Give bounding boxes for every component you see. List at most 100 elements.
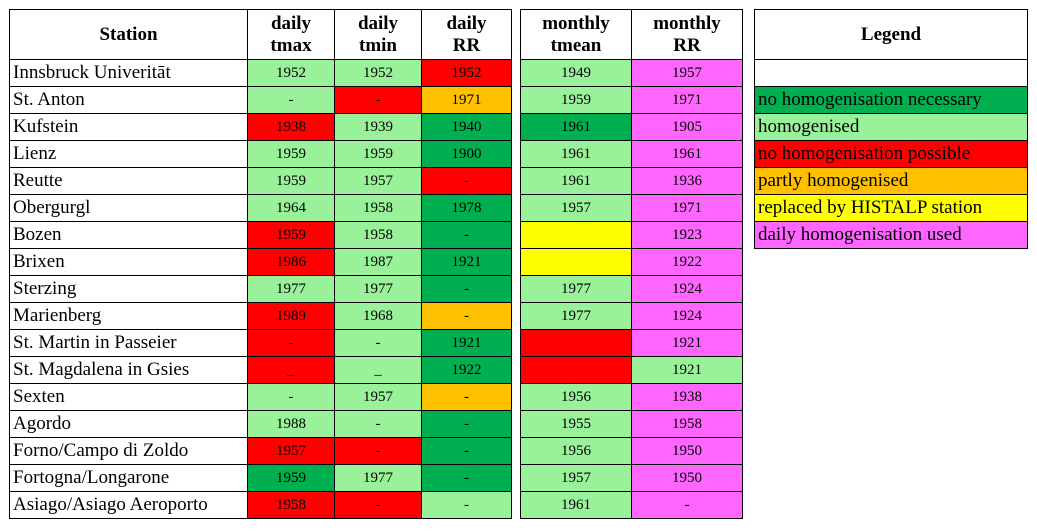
- daily-rr-cell: -: [421, 221, 512, 249]
- header-monthly-rr: monthly RR: [631, 9, 743, 60]
- table-row: 1949 1957: [520, 59, 743, 87]
- daily-tmin-cell: 1958: [334, 194, 422, 222]
- daily-tmin-cell: 1968: [334, 302, 422, 330]
- table-row: 1977 1924: [520, 302, 743, 330]
- daily-tmin-cell: -: [334, 86, 422, 114]
- legend-item: replaced by HISTALP station: [754, 194, 1028, 222]
- legend-table: Legend no homogenisation necessary homoge…: [754, 9, 1028, 249]
- station-name: Brixen: [9, 248, 248, 276]
- table-row: Asiago/Asiago Aeroporto 1958- -: [9, 491, 512, 519]
- legend-item: daily homogenisation used: [754, 221, 1028, 249]
- monthly-tmean-cell: 1959: [520, 86, 632, 114]
- table-row: 1961-: [520, 491, 743, 519]
- table-row: 1956 1938: [520, 383, 743, 411]
- daily-tmax-cell: -: [247, 383, 335, 411]
- table-row: Kufstein 1938 1939 1940: [9, 113, 512, 141]
- monthly-rr-cell: 1938: [631, 383, 743, 411]
- station-name: Sexten: [9, 383, 248, 411]
- monthly-tmean-cell: 1961: [520, 167, 632, 195]
- legend-item: homogenised: [754, 113, 1028, 141]
- daily-tmin-cell: 1958: [334, 221, 422, 249]
- header-line-1: daily: [357, 12, 399, 34]
- table-row: Sterzing 1977 1977-: [9, 275, 512, 303]
- daily-tmax-cell: _: [247, 356, 335, 384]
- daily-tmin-cell: -: [334, 410, 422, 438]
- daily-rr-cell: 1940: [421, 113, 512, 141]
- daily-tmin-cell: 1957: [334, 383, 422, 411]
- monthly-rr-cell: 1921: [631, 329, 743, 357]
- monthly-rr-cell: -: [631, 491, 743, 519]
- table-row: 1923: [520, 221, 743, 249]
- station-name: Innsbruck Univeritāt: [9, 59, 248, 87]
- table-row: 1961 1905: [520, 113, 743, 141]
- monthly-tmean-cell: 1949: [520, 59, 632, 87]
- header-monthly-tmean: monthly tmean: [520, 9, 632, 60]
- table-row: Obergurgl 1964 1958 1978: [9, 194, 512, 222]
- header-line-2: tmax: [270, 34, 312, 56]
- daily-tmax-cell: 1938: [247, 113, 335, 141]
- daily-tmax-cell: 1977: [247, 275, 335, 303]
- monthly-tmean-cell: [520, 248, 632, 276]
- daily-tmax-cell: 1959: [247, 221, 335, 249]
- station-name: Lienz: [9, 140, 248, 168]
- legend-item-label: partly homogenised: [754, 167, 1028, 195]
- station-name: Agordo: [9, 410, 248, 438]
- daily-rr-cell: -: [421, 437, 512, 465]
- table-row: St. Martin in Passeier - -1921: [9, 329, 512, 357]
- monthly-table-body: 1949 1957 1959 1971 1961 1905 1961 1961 1961 1936…: [520, 59, 743, 519]
- daily-rr-cell: 1921: [421, 329, 512, 357]
- monthly-rr-cell: 1957: [631, 59, 743, 87]
- daily-tmax-cell: 1959: [247, 167, 335, 195]
- daily-tmin-cell: _: [334, 356, 422, 384]
- daily-tmax-cell: 1959: [247, 464, 335, 492]
- table-row: 1956 1950: [520, 437, 743, 465]
- header-line-2: RR: [452, 34, 481, 56]
- legend-header-row: Legend: [754, 9, 1028, 60]
- table-row: Sexten -1957-: [9, 383, 512, 411]
- monthly-rr-cell: 1936: [631, 167, 743, 195]
- table-row: Bozen 1959 1958-: [9, 221, 512, 249]
- table-row: 1961 1961: [520, 140, 743, 168]
- daily-rr-cell: 1922: [421, 356, 512, 384]
- daily-tmax-cell: 1959: [247, 140, 335, 168]
- daily-rr-cell: -: [421, 167, 512, 195]
- daily-tmin-cell: 1939: [334, 113, 422, 141]
- daily-rr-cell: -: [421, 275, 512, 303]
- daily-tmax-cell: 1952: [247, 59, 335, 87]
- monthly-rr-cell: 1923: [631, 221, 743, 249]
- table-row: 1961 1936: [520, 167, 743, 195]
- station-name: Forno/Campo di Zoldo: [9, 437, 248, 465]
- table-row: Reutte 1959 1957-: [9, 167, 512, 195]
- daily-rr-cell: -: [421, 410, 512, 438]
- station-name: St. Magdalena in Gsies: [9, 356, 248, 384]
- daily-tmin-cell: 1952: [334, 59, 422, 87]
- legend-item-label: daily homogenisation used: [754, 221, 1028, 249]
- daily-data-table: Station daily tmax daily tmin daily RR Inns…: [9, 9, 512, 519]
- monthly-rr-cell: 1924: [631, 275, 743, 303]
- daily-tmax-cell: 1964: [247, 194, 335, 222]
- header-line-2: RR: [673, 34, 701, 56]
- legend-item: no homogenisation necessary: [754, 86, 1028, 114]
- monthly-tmean-cell: 1955: [520, 410, 632, 438]
- daily-tmin-cell: 1959: [334, 140, 422, 168]
- legend-item-label: replaced by HISTALP station: [754, 194, 1028, 222]
- table-row: Fortogna/Longarone 1959 1977-: [9, 464, 512, 492]
- table-row: 1957 1950: [520, 464, 743, 492]
- daily-tmin-cell: 1957: [334, 167, 422, 195]
- monthly-tmean-cell: [520, 329, 632, 357]
- header-daily-tmax: daily tmax: [247, 9, 335, 60]
- daily-tmax-cell: 1958: [247, 491, 335, 519]
- table-row: 1922: [520, 248, 743, 276]
- monthly-tmean-cell: 1977: [520, 302, 632, 330]
- header-line-2: tmin: [359, 34, 397, 56]
- station-name: Kufstein: [9, 113, 248, 141]
- monthly-tmean-cell: 1961: [520, 113, 632, 141]
- monthly-tmean-cell: 1957: [520, 194, 632, 222]
- header-line-1: daily: [446, 12, 487, 34]
- monthly-rr-cell: 1958: [631, 410, 743, 438]
- legend-item-label: homogenised: [754, 113, 1028, 141]
- daily-tmax-cell: -: [247, 329, 335, 357]
- daily-rr-cell: 1952: [421, 59, 512, 87]
- legend-item: [754, 59, 1028, 87]
- header-station: Station: [9, 9, 248, 60]
